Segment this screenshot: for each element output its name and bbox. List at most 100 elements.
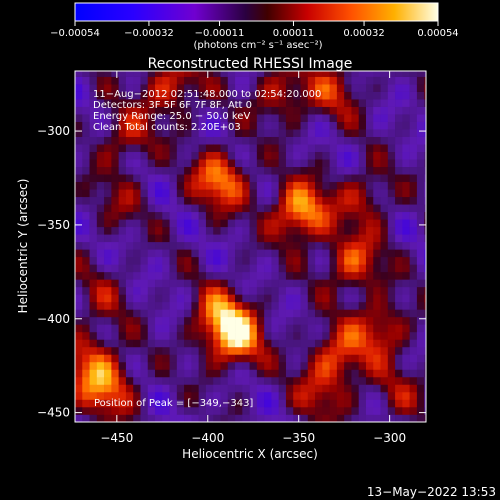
heatmap-cell	[242, 406, 250, 415]
heatmap-cell	[271, 159, 279, 168]
heatmap-cell	[169, 234, 178, 243]
heatmap-cell	[322, 369, 330, 378]
heatmap-cell	[365, 369, 374, 378]
heatmap-cell	[365, 309, 374, 318]
heatmap-cell	[293, 76, 301, 85]
heatmap-cell	[155, 144, 163, 153]
heatmap-cell	[344, 166, 352, 175]
heatmap-cell	[380, 249, 389, 258]
heatmap-cell	[416, 406, 425, 415]
heatmap-cell	[249, 391, 258, 400]
heatmap-cell	[365, 301, 374, 310]
heatmap-cell	[351, 211, 360, 220]
heatmap-cell	[344, 76, 352, 85]
heatmap-cell	[373, 376, 381, 385]
heatmap-cell	[307, 114, 316, 122]
heatmap-cell	[111, 211, 119, 220]
heatmap-cell	[184, 309, 192, 318]
heatmap-cell	[82, 346, 90, 355]
heatmap-cell	[118, 271, 127, 280]
heatmap-cell	[300, 346, 309, 355]
heatmap-cell	[307, 256, 316, 265]
heatmap-cell	[285, 391, 294, 400]
heatmap-cell	[198, 99, 207, 107]
heatmap-cell	[365, 316, 374, 325]
heatmap-cell	[82, 286, 90, 295]
heatmap-cell	[191, 309, 199, 318]
heatmap-cell	[213, 84, 221, 92]
heatmap-cell	[300, 129, 309, 137]
heatmap-cell	[264, 361, 272, 370]
heatmap-cell	[395, 301, 403, 310]
heatmap-cell	[125, 339, 134, 348]
heatmap-cell	[220, 264, 229, 273]
heatmap-cell	[169, 271, 178, 280]
heatmap-cell	[307, 166, 316, 175]
heatmap-cell	[82, 136, 90, 145]
heatmap-cell	[89, 91, 98, 100]
heatmap-cell	[220, 414, 229, 422]
heatmap-cell	[89, 151, 98, 160]
heatmap-cell	[336, 324, 345, 333]
heatmap-cell	[402, 196, 410, 205]
heatmap-cell	[140, 99, 149, 107]
heatmap-cell	[387, 384, 396, 393]
heatmap-cell	[169, 286, 178, 295]
heatmap-cell	[395, 309, 403, 318]
heatmap-cell	[227, 181, 236, 190]
heatmap-cell	[424, 241, 426, 250]
heatmap-cell	[242, 414, 250, 422]
heatmap-cell	[249, 286, 258, 295]
heatmap-cell	[169, 256, 178, 265]
heatmap-cell	[358, 369, 367, 378]
heatmap-cell	[169, 399, 178, 408]
heatmap-cell	[75, 324, 83, 333]
heatmap-cell	[205, 219, 214, 228]
heatmap-cell	[235, 324, 243, 333]
heatmap-cell	[322, 324, 330, 333]
heatmap-cell	[395, 286, 403, 295]
heatmap-cell	[162, 166, 170, 175]
heatmap-cell	[75, 151, 83, 160]
heatmap-cell	[256, 144, 265, 153]
heatmap-cell	[351, 294, 360, 303]
heatmap-cell	[75, 84, 83, 92]
heatmap-cell	[373, 91, 381, 100]
heatmap-cell	[416, 241, 425, 250]
heatmap-cell	[395, 226, 403, 235]
heatmap-cell	[380, 279, 389, 288]
heatmap-cell	[387, 264, 396, 273]
heatmap-cell	[344, 376, 352, 385]
heatmap-cell	[336, 76, 345, 85]
heatmap-cell	[133, 354, 141, 363]
heatmap-cell	[256, 391, 265, 400]
heatmap-cell	[235, 399, 243, 408]
heatmap-cell	[395, 414, 403, 422]
heatmap-cell	[184, 414, 192, 422]
heatmap-cell	[111, 279, 119, 288]
heatmap-cell	[133, 406, 141, 415]
heatmap-cell	[96, 294, 105, 303]
heatmap-cell	[89, 234, 98, 243]
heatmap-cell	[373, 369, 381, 378]
heatmap-cell	[75, 271, 83, 280]
heatmap-cell	[293, 166, 301, 175]
heatmap-cell	[162, 106, 170, 115]
heatmap-cell	[322, 189, 330, 198]
heatmap-cell	[416, 316, 425, 325]
heatmap-cell	[278, 226, 287, 235]
heatmap-cell	[315, 399, 323, 408]
heatmap-cell	[155, 316, 163, 325]
heatmap-cell	[155, 219, 163, 228]
heatmap-cell	[198, 391, 207, 400]
heatmap-cell	[351, 121, 360, 130]
heatmap-cell	[358, 189, 367, 198]
heatmap-cell	[409, 99, 418, 107]
heatmap-cell	[205, 166, 214, 175]
heatmap-cell	[82, 339, 90, 348]
heatmap-cell	[329, 144, 338, 153]
heatmap-cell	[205, 241, 214, 250]
heatmap-cell	[82, 99, 90, 107]
heatmap-cell	[176, 234, 185, 243]
heatmap-cell	[315, 106, 323, 115]
